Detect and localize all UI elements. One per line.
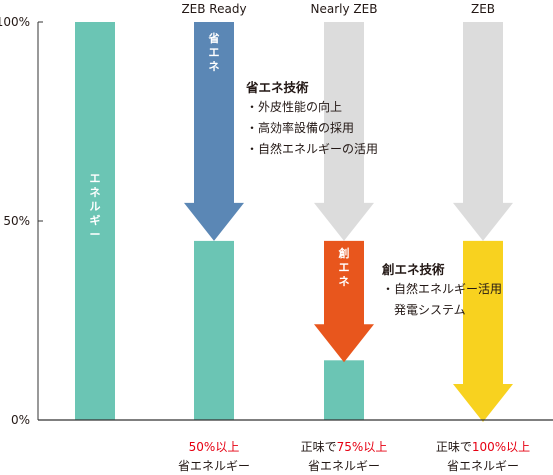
energy-bar bbox=[324, 360, 364, 420]
bottom-label-line1: 50%以上 bbox=[189, 440, 240, 454]
bottom-label-line2: 省エネルギー bbox=[308, 459, 380, 473]
category-label: ZEB Ready bbox=[181, 2, 246, 16]
arrow-label-char: エ bbox=[209, 46, 220, 59]
baseline-bar-label-char: ル bbox=[90, 200, 101, 213]
category-label: ZEB bbox=[471, 2, 495, 16]
arrow-label-char: 創 bbox=[338, 246, 350, 260]
arrow-label-char: エ bbox=[339, 261, 350, 274]
creation-arrow bbox=[453, 240, 513, 422]
arrow-label-char: ネ bbox=[209, 60, 220, 73]
creation-tech-list: ・自然エネルギー活用 発電システム bbox=[382, 282, 502, 318]
energy-bar bbox=[194, 240, 234, 420]
creation-tech-annotation: 創エネ技術 ・自然エネルギー活用 発電システム bbox=[382, 262, 502, 324]
bottom-label-prefix: 正味で bbox=[301, 440, 337, 454]
y-tick-label: 100% bbox=[0, 15, 30, 29]
baseline-bar-label-char: ギ bbox=[90, 213, 101, 227]
saving-arrow bbox=[453, 22, 513, 241]
saving-arrow bbox=[184, 22, 244, 241]
saving-tech-title: 省エネ技術 bbox=[246, 80, 309, 95]
saving-tech-item: ・高効率設備の採用 bbox=[246, 120, 355, 135]
bottom-label-highlight: 100%以上 bbox=[472, 440, 530, 454]
bottom-label-line1: 正味で75%以上 bbox=[301, 440, 388, 454]
bottom-label-line2: 省エネルギー bbox=[178, 459, 250, 473]
creation-tech-title: 創エネ技術 bbox=[382, 262, 445, 277]
saving-tech-item: ・外皮性能の向上 bbox=[246, 99, 343, 114]
saving-arrow bbox=[314, 22, 374, 241]
arrow-label-char: ネ bbox=[339, 275, 350, 288]
baseline-bar-label-char: エ bbox=[90, 172, 101, 185]
creation-tech-item: 発電システム bbox=[394, 302, 466, 317]
y-tick-label: 0% bbox=[11, 413, 30, 427]
bottom-label-prefix: 正味で bbox=[436, 440, 472, 454]
category-label: Nearly ZEB bbox=[311, 2, 378, 16]
creation-tech-item: ・自然エネルギー活用 bbox=[382, 281, 503, 296]
arrow-label-char: 省 bbox=[208, 31, 220, 45]
baseline-bar-label-char: ネ bbox=[90, 186, 101, 199]
bottom-label-highlight: 75%以上 bbox=[337, 440, 388, 454]
saving-tech-annotation: 省エネ技術 ・外皮性能の向上 ・高効率設備の採用 ・自然エネルギーの活用 bbox=[246, 80, 378, 163]
bottom-label-line2: 省エネルギー bbox=[447, 459, 519, 473]
energy-bar bbox=[75, 22, 115, 420]
saving-tech-item: ・自然エネルギーの活用 bbox=[246, 141, 379, 156]
baseline-bar-label-char: ー bbox=[90, 228, 101, 241]
bottom-label-line1: 正味で100%以上 bbox=[436, 440, 530, 454]
creation-arrow bbox=[314, 240, 374, 363]
y-tick-label: 50% bbox=[3, 214, 30, 228]
bottom-label-highlight: 50%以上 bbox=[189, 440, 240, 454]
saving-tech-list: ・外皮性能の向上 ・高効率設備の採用 ・自然エネルギーの活用 bbox=[246, 100, 378, 157]
